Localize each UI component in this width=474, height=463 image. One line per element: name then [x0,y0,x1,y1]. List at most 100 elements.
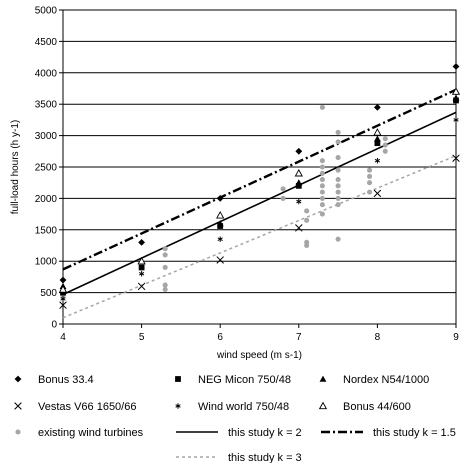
point-existing-wind-turbines [335,236,341,242]
grid [63,40,456,294]
legend-label: Nordex N54/1000 [343,374,429,386]
point-existing-wind-turbines [162,246,168,252]
point-vestas-v66-1650-66 [216,256,224,264]
point-bonus-44-600 [451,87,461,95]
legend-swatch [175,376,181,382]
legend-item: NEG Micon 750/48 [175,374,291,386]
point-nordex-n54-1000 [452,94,460,101]
x-tick-label: 4 [60,332,66,343]
x-marker-stroke [216,256,224,264]
point-wind-world-750-48 [60,296,66,302]
y-tick-label: 500 [40,288,57,299]
point-bonus-33-4 [138,238,145,246]
point-bonus-33-4 [59,276,67,284]
point-vestas-v66-1650-66 [137,282,146,291]
data-points [58,63,461,309]
legend-swatch [15,429,21,435]
point-existing-wind-turbines [382,142,388,148]
point-bonus-33-4 [295,147,303,155]
legend-label: this study k = 2 [228,427,302,439]
x-tick-label: 6 [217,332,223,343]
x-tick-label: 5 [139,332,145,343]
y-tick-label: 3000 [35,131,58,142]
series-existing-wind-turbines [60,104,388,299]
point-existing-wind-turbines [319,170,325,176]
x-axis-label: wind speed (m s-1) [216,350,302,361]
series-neg-micon-750-48 [60,97,459,296]
point-existing-wind-turbines [319,158,325,164]
legend-item: this study k = 1.5 [321,427,456,439]
point-existing-wind-turbines [382,136,388,142]
y-tick-label: 4500 [35,37,58,48]
point-existing-wind-turbines [162,252,168,258]
asterisk-marker-stroke [138,271,145,276]
point-existing-wind-turbines [335,177,341,183]
x-marker-stroke [295,224,303,232]
legend-label: existing wind turbines [38,427,144,439]
point-wind-world-750-48 [296,198,302,205]
point-existing-wind-turbines [319,183,325,189]
point-bonus-44-600 [216,211,225,219]
asterisk-marker-stroke [175,404,181,408]
point-existing-wind-turbines [319,104,325,110]
legend-item: Bonus 33.4 [14,374,94,386]
point-bonus-44-600 [137,256,146,265]
point-vestas-v66-1650-66 [295,224,303,232]
point-nordex-n54-1000 [216,220,224,227]
x-marker-stroke [452,154,460,162]
legend-item: Nordex N54/1000 [319,374,429,386]
legend-swatch [175,403,181,409]
point-existing-wind-turbines [319,177,325,183]
x-marker-stroke [59,301,67,309]
legend-swatch [14,402,22,410]
point-existing-wind-turbines [304,217,310,223]
point-bonus-44-600 [58,285,68,293]
point-nordex-n54-1000 [374,135,381,142]
point-nordex-n54-1000 [295,179,303,186]
point-wind-world-750-48 [453,117,459,123]
point-existing-wind-turbines [304,208,310,214]
line-this-study-k-2 [62,111,457,296]
legend-label: Wind world 750/48 [198,401,289,413]
point-existing-wind-turbines [382,148,388,154]
y-tick-label: 4000 [35,68,58,79]
legend-item: existing wind turbines [15,427,144,439]
point-existing-wind-turbines [280,195,286,201]
point-existing-wind-turbines [335,189,341,195]
legend-item: this study k = 3 [176,452,302,463]
point-bonus-44-600 [373,128,382,136]
point-existing-wind-turbines [319,189,325,195]
legend-item: this study k = 2 [176,427,302,439]
legend-swatch [319,375,327,382]
point-existing-wind-turbines [335,129,341,136]
series-vestas-v66-1650-66 [59,154,460,309]
legend-swatch [318,401,328,410]
x-tick-label: 9 [453,332,459,343]
point-bonus-33-4 [374,103,381,111]
series-nordex-n54-1000 [59,94,460,290]
point-wind-world-750-48 [138,271,145,277]
point-existing-wind-turbines [366,180,373,186]
line-this-study-k-3 [62,155,457,319]
legend-item: Wind world 750/48 [175,401,289,413]
point-neg-micon-750-48 [374,140,381,147]
point-wind-world-750-48 [374,158,381,164]
legend-item: Bonus 44/600 [318,401,411,413]
point-vestas-v66-1650-66 [373,189,382,198]
y-axis-ticks: 0 500 1000 1500 2000 2500 3000 3500 4000 4500 5000 [35,6,63,331]
point-existing-wind-turbines [162,264,168,271]
series-bonus-33-4 [59,63,460,284]
point-existing-wind-turbines [335,139,341,145]
y-tick-label: 3500 [35,100,58,111]
point-existing-wind-turbines [335,155,341,161]
series-bonus-44-600 [58,87,461,293]
legend-label: this study k = 1.5 [373,427,456,439]
point-existing-wind-turbines [162,282,168,288]
legend-item: Vestas V66 1650/66 [14,401,136,413]
legend-swatch [14,375,22,383]
legend-label: NEG Micon 750/48 [198,374,291,386]
asterisk-marker-stroke [60,297,66,301]
point-existing-wind-turbines [335,202,341,208]
fit-lines [62,88,457,319]
